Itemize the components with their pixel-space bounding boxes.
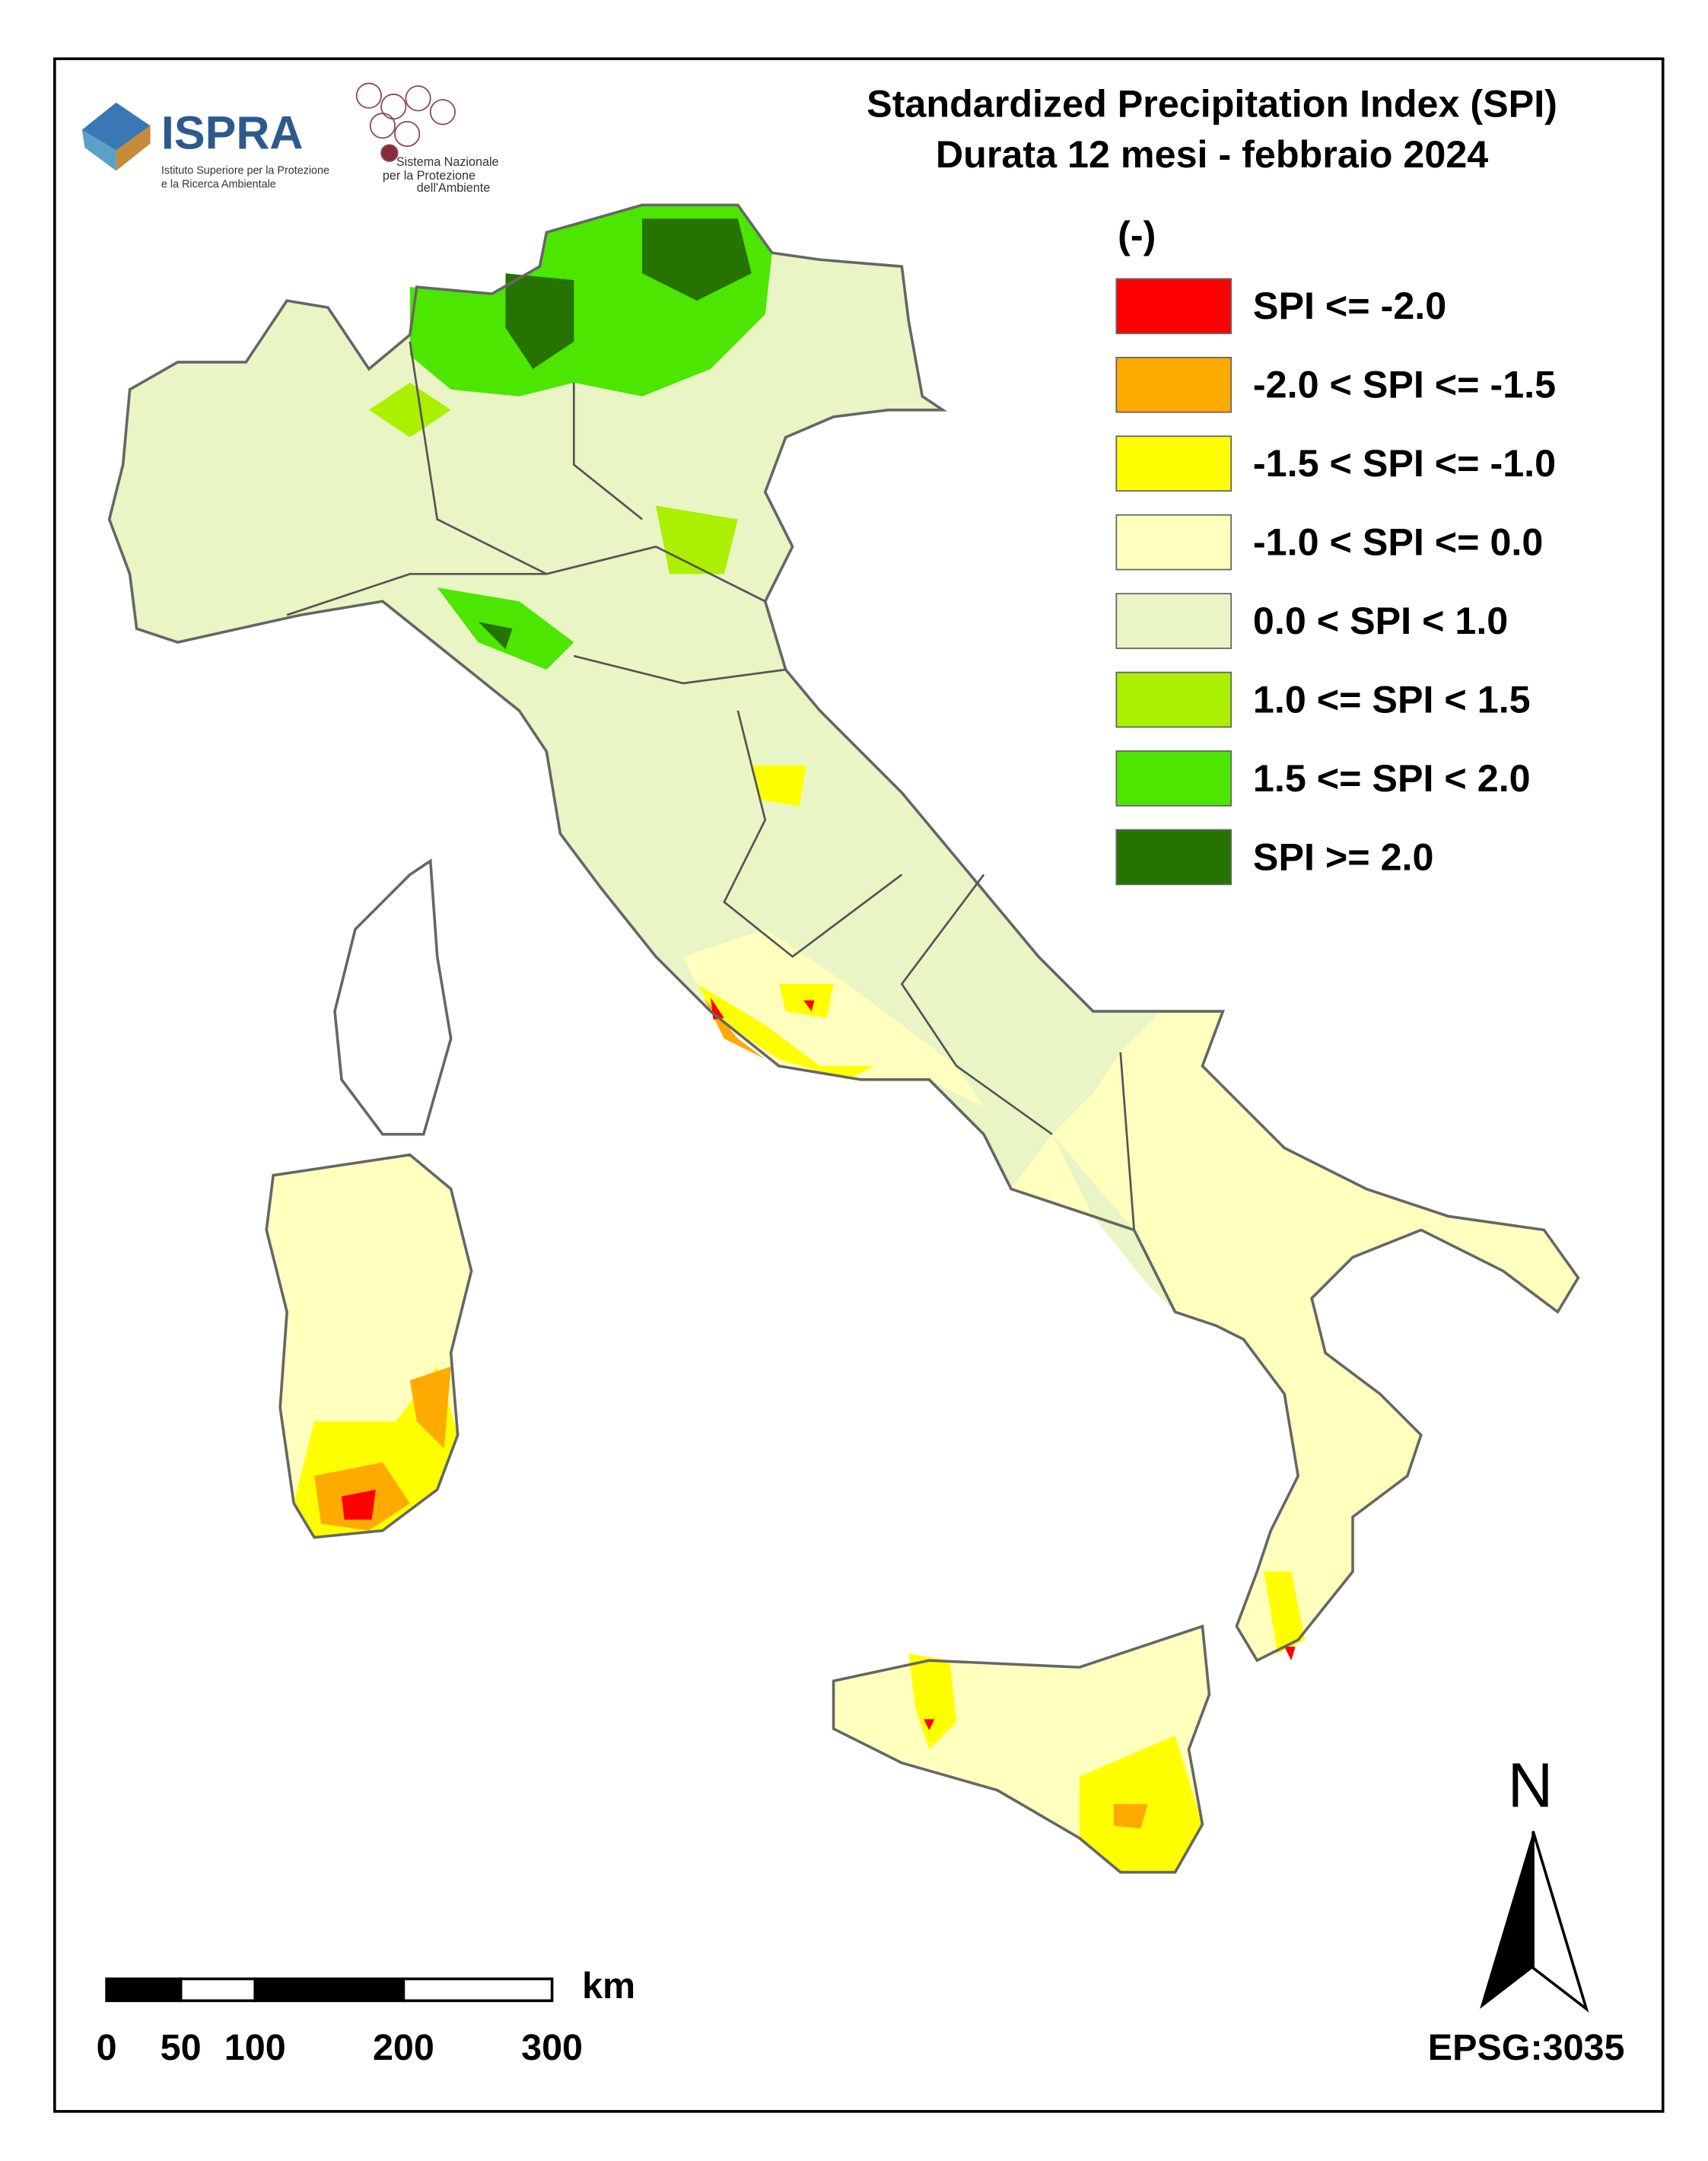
legend-swatch bbox=[1115, 671, 1232, 728]
spi-area bbox=[1011, 1011, 1579, 1661]
subtitle: Durata 12 mesi - febbraio 2024 bbox=[936, 132, 1488, 176]
spi-area bbox=[1284, 1647, 1296, 1661]
scale-tick-label: 300 bbox=[521, 2027, 583, 2068]
logo-shape bbox=[429, 99, 456, 126]
legend-label: 1.5 <= SPI < 2.0 bbox=[1253, 756, 1531, 800]
scale-tick-label: 0 bbox=[97, 2027, 117, 2068]
logo-shape bbox=[380, 144, 399, 162]
coastline bbox=[107, 203, 1580, 1663]
spi-area bbox=[409, 1367, 451, 1449]
coastline bbox=[832, 1624, 1211, 1874]
legend-swatch bbox=[1115, 435, 1232, 492]
logo-shape bbox=[394, 120, 421, 148]
scale-segment bbox=[402, 1977, 554, 2003]
region-border bbox=[573, 654, 786, 685]
legend-swatch bbox=[1115, 829, 1232, 886]
scale-unit: km bbox=[582, 1965, 635, 2007]
legend-swatch bbox=[1115, 750, 1232, 807]
spi-area bbox=[1113, 1803, 1148, 1829]
logo-shape bbox=[81, 102, 151, 151]
spi-area bbox=[478, 622, 513, 650]
logo-shape bbox=[116, 126, 151, 171]
spi-area bbox=[1264, 1571, 1306, 1654]
spi-areas bbox=[294, 205, 1579, 1873]
legend-label: 1.0 <= SPI < 1.5 bbox=[1253, 677, 1531, 721]
legend-swatch bbox=[1115, 593, 1232, 649]
region-border bbox=[409, 341, 548, 575]
logo-subtext: dell'Ambiente bbox=[417, 181, 491, 195]
logo-text: ISPRA bbox=[161, 107, 304, 159]
scale-tick-label: 50 bbox=[161, 2027, 202, 2068]
legend-swatch bbox=[1115, 514, 1232, 571]
spi-area bbox=[505, 273, 574, 369]
scale-segment bbox=[105, 1977, 183, 2003]
logo-subtext: e la Ricerca Ambientale bbox=[161, 178, 276, 190]
scale-segment bbox=[253, 1977, 406, 2003]
region-border bbox=[572, 382, 643, 520]
arrow-half bbox=[1531, 1831, 1589, 2013]
scale-tick-label: 100 bbox=[224, 2027, 286, 2068]
logo-shape bbox=[81, 129, 116, 171]
spi-area bbox=[683, 929, 984, 1107]
spi-area bbox=[342, 1489, 376, 1520]
legend-label: -1.0 < SPI <= 0.0 bbox=[1253, 520, 1543, 564]
spi-area bbox=[908, 1653, 957, 1749]
borders bbox=[107, 203, 1580, 1874]
spi-area bbox=[642, 218, 752, 301]
legend-unit: (-) bbox=[1118, 213, 1156, 256]
spi-area bbox=[751, 765, 806, 807]
north-label: N bbox=[1508, 1750, 1554, 1821]
region-border bbox=[723, 710, 903, 958]
logo-shape bbox=[405, 85, 431, 112]
region-border bbox=[900, 874, 1053, 1135]
spi-area bbox=[368, 382, 451, 438]
crs-label: EPSG:3035 bbox=[1428, 2027, 1625, 2068]
coastline bbox=[265, 1153, 473, 1539]
spi-area bbox=[696, 984, 875, 1080]
region-border bbox=[1119, 1052, 1136, 1230]
scale-bar: 0 50 100 200 300 km bbox=[97, 1965, 636, 2068]
legend-label: -1.5 < SPI <= -1.0 bbox=[1253, 441, 1556, 485]
scale-segment bbox=[179, 1977, 257, 2003]
spi-area bbox=[924, 1719, 935, 1730]
logo-subtext: per la Protezione bbox=[383, 169, 476, 183]
coastline bbox=[333, 858, 453, 1136]
logo-shape bbox=[369, 113, 396, 139]
legend-label: SPI >= 2.0 bbox=[1253, 835, 1434, 878]
legend-label: -2.0 < SPI <= -1.5 bbox=[1253, 363, 1556, 406]
logo-shape bbox=[355, 82, 382, 109]
logo-subtext: Sistema Nazionale bbox=[396, 155, 499, 169]
legend: SPI <= -2.0 -2.0 < SPI <= -1.5 -1.5 < SPI … bbox=[1115, 278, 1556, 886]
spi-area bbox=[803, 1000, 815, 1012]
title: Standardized Precipitation Index (SPI) bbox=[867, 81, 1557, 125]
ispra-logo: ISPRA Istituto Superiore per la Protezio… bbox=[81, 102, 329, 190]
logo-subtext: Istituto Superiore per la Protezione bbox=[161, 164, 329, 177]
legend-label: 0.0 < SPI < 1.0 bbox=[1253, 599, 1508, 642]
legend-label: SPI <= -2.0 bbox=[1253, 284, 1446, 327]
snpa-logo: Sistema Nazionale per la Protezione dell… bbox=[355, 82, 499, 195]
legend-swatch bbox=[1115, 356, 1232, 413]
legend-swatch bbox=[1115, 278, 1232, 335]
scale-tick-label: 200 bbox=[373, 2027, 434, 2068]
